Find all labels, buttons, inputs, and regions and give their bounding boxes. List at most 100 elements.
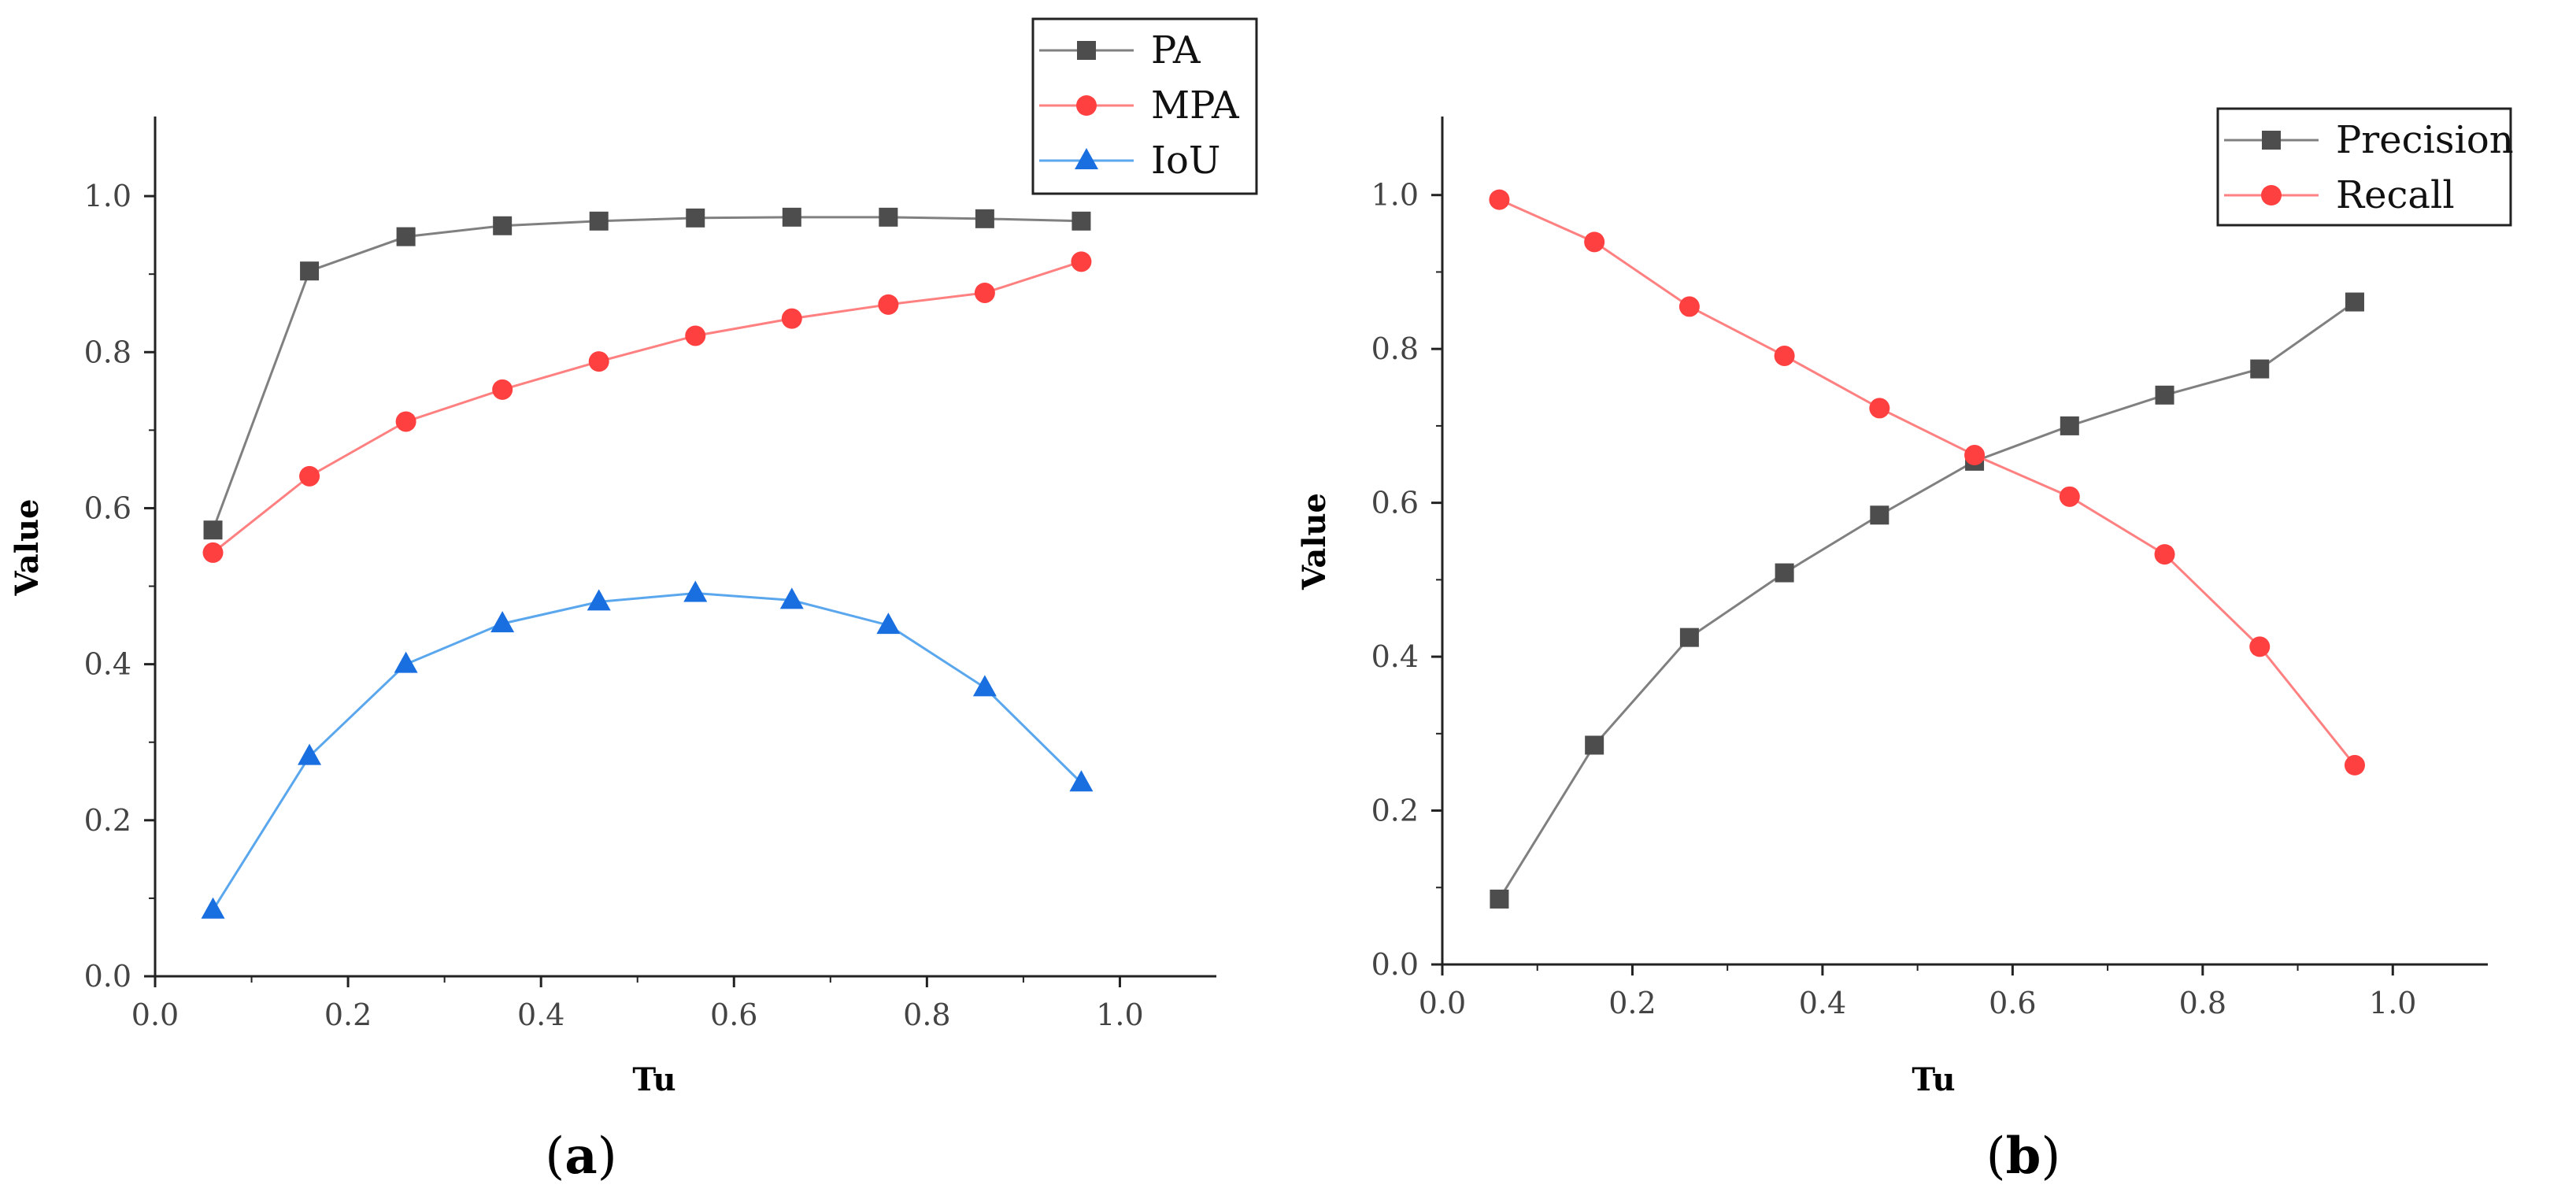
chart-panel-a: 0.0 0.2 0.4 0.6 0.8 1.0 0.0 0.2 0.4 0.6 0.8 1.0 Tu Va… <box>9 17 1258 1186</box>
legend-box <box>2216 107 2512 227</box>
x-tick-label: 1.0 <box>2369 986 2416 1020</box>
data-point-mpa <box>974 282 995 303</box>
y-tick-label: 1.0 <box>84 179 131 213</box>
x-tick-label: 0.6 <box>1989 986 2036 1020</box>
y-tick-label: 0.0 <box>1371 947 1419 982</box>
data-point-mpa <box>299 465 320 487</box>
data-point-iou <box>972 675 997 697</box>
series-line-recall <box>1498 198 2356 766</box>
data-point-precision <box>2250 359 2270 379</box>
data-point-recall <box>2059 486 2080 507</box>
y-tick-label: 0.6 <box>1371 486 1419 520</box>
y-tick-label: 0.8 <box>1371 331 1419 366</box>
data-point-precision <box>2345 292 2364 312</box>
panel-caption: (b) <box>1986 1127 2061 1186</box>
data-point-recall <box>2344 754 2365 776</box>
caption-letter: a <box>564 1127 597 1186</box>
data-point-mpa <box>395 411 416 432</box>
legend-marker-mpa <box>1076 95 1097 116</box>
data-point-recall <box>2154 544 2175 565</box>
legend-marker-precision <box>2262 131 2281 150</box>
caption-close: ) <box>598 1127 617 1186</box>
y-tick-label: 0.4 <box>1371 639 1419 674</box>
caption-open: ( <box>545 1127 564 1186</box>
x-axis-label: Tu <box>632 1061 675 1098</box>
legend-marker-iou <box>1075 148 1098 169</box>
caption-letter: b <box>2006 1127 2041 1186</box>
data-point-iou <box>201 897 225 919</box>
data-point-pa <box>975 209 994 228</box>
series-recall <box>1489 189 2365 776</box>
data-point-iou <box>876 613 901 635</box>
legend-marker-pa <box>1077 41 1096 60</box>
data-point-precision <box>2060 416 2079 435</box>
data-point-precision <box>1585 735 1604 755</box>
data-point-iou <box>394 651 418 673</box>
series-precision <box>1490 292 2364 909</box>
data-point-iou <box>779 587 804 609</box>
series-line-iou <box>212 591 1083 911</box>
x-tick-label: 0.8 <box>903 998 950 1032</box>
data-point-precision <box>2155 385 2174 405</box>
x-axis-label: Tu <box>1912 1061 1955 1098</box>
legend-label-precision: Precision <box>2336 118 2514 162</box>
data-point-mpa <box>588 351 609 372</box>
data-point-iou <box>490 611 515 633</box>
legend-label-pa: PA <box>1151 28 1201 72</box>
legend-label-iou: IoU <box>1151 139 1220 183</box>
legend-label-mpa: MPA <box>1151 83 1240 128</box>
data-point-pa <box>686 208 705 228</box>
data-point-mpa <box>781 308 802 329</box>
legend: PA MPA IoU <box>1031 17 1258 195</box>
data-point-pa <box>589 211 609 231</box>
y-tick-label: 0.2 <box>1371 794 1419 828</box>
data-point-pa <box>203 520 223 540</box>
x-tick-label: 1.0 <box>1096 998 1143 1032</box>
data-point-iou <box>587 589 611 611</box>
data-point-recall <box>2249 636 2271 657</box>
data-point-mpa <box>492 379 513 400</box>
x-tick-label: 0.0 <box>1419 986 1466 1020</box>
data-point-iou <box>298 743 322 765</box>
x-tick-label: 0.4 <box>517 998 564 1032</box>
series-line-precision <box>1498 301 2356 900</box>
y-tick-label: 1.0 <box>1371 178 1419 213</box>
y-tick-label: 0.2 <box>84 803 131 838</box>
y-tick-label: 0.8 <box>84 335 131 369</box>
series-line-mpa <box>212 260 1082 554</box>
panel-caption: (a) <box>545 1127 616 1186</box>
legend: Precision Recall <box>2216 107 2514 227</box>
data-point-recall <box>1489 189 1510 210</box>
series-pa <box>203 207 1091 540</box>
data-point-mpa <box>878 294 899 315</box>
legend-label-recall: Recall <box>2336 173 2455 217</box>
data-point-recall <box>1678 296 1700 317</box>
legend-marker-recall <box>2261 185 2282 205</box>
y-tick-label: 0.6 <box>84 490 131 525</box>
data-point-recall <box>1584 231 1605 253</box>
data-point-pa <box>396 227 416 246</box>
data-point-pa <box>493 216 513 235</box>
caption-close: ) <box>2041 1127 2060 1186</box>
series-line-pa <box>212 216 1082 531</box>
x-tick-label: 0.2 <box>1608 986 1656 1020</box>
x-tick-label: 0.4 <box>1799 986 1846 1020</box>
data-point-iou <box>1069 770 1094 792</box>
data-point-pa <box>782 207 801 227</box>
data-point-mpa <box>685 325 706 346</box>
data-point-mpa <box>202 542 224 563</box>
y-axis-label: Value <box>9 498 46 596</box>
data-point-pa <box>1071 211 1091 231</box>
x-tick-label: 0.0 <box>131 998 179 1032</box>
data-point-mpa <box>1071 251 1092 272</box>
x-tick-label: 0.2 <box>324 998 372 1032</box>
data-point-iou <box>683 580 708 602</box>
y-tick-label: 0.0 <box>84 959 131 994</box>
data-point-precision <box>1679 627 1699 647</box>
series-iou <box>201 580 1094 919</box>
data-point-pa <box>300 261 320 281</box>
data-point-recall <box>1774 345 1795 366</box>
data-point-precision <box>1870 505 1889 525</box>
data-point-recall <box>1869 398 1890 419</box>
